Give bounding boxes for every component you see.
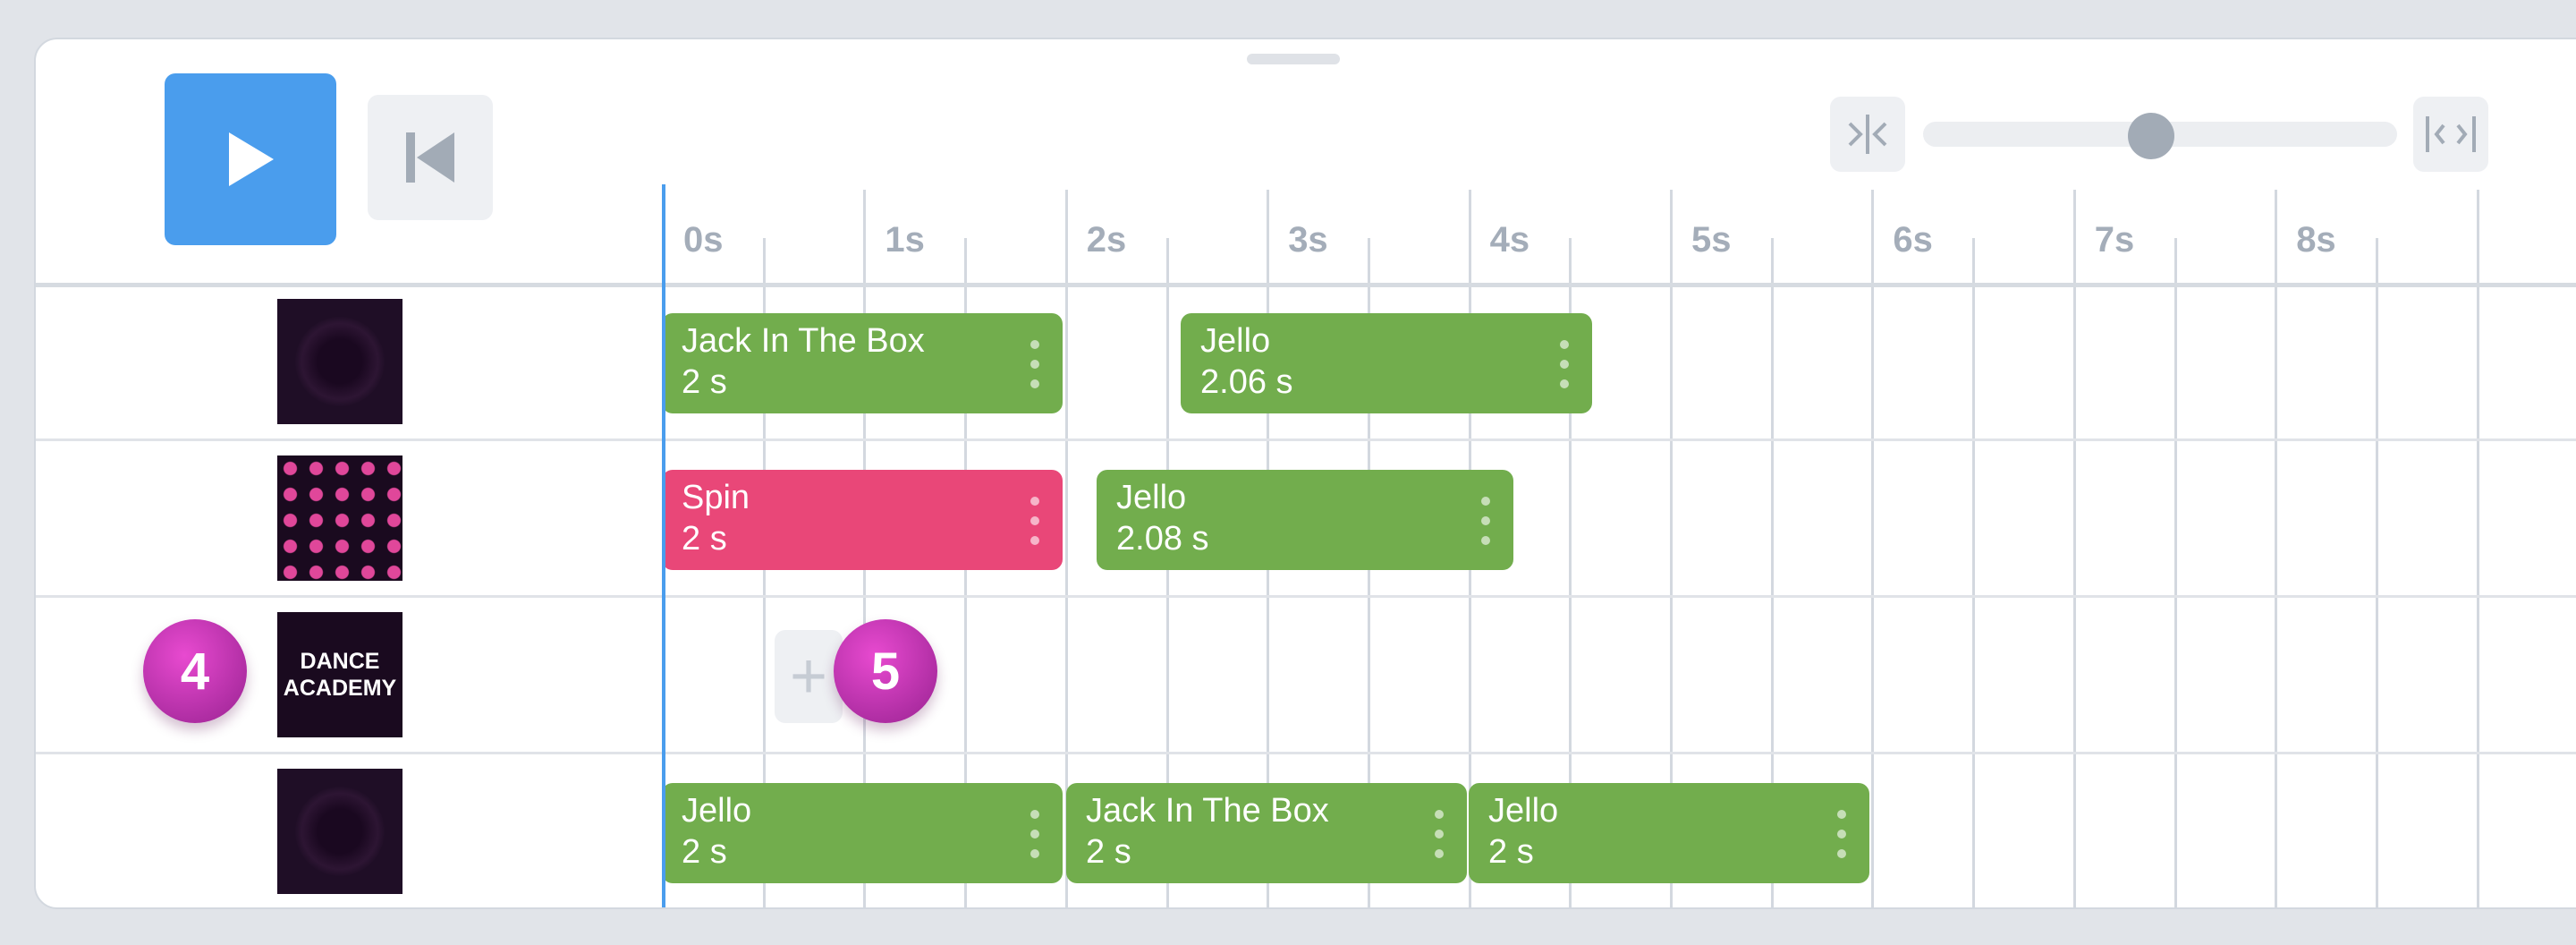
animation-clip[interactable]: Jello 2 s (662, 783, 1063, 883)
clip-name: Jello (1200, 322, 1271, 360)
ruler-major-tick (2476, 190, 2479, 907)
animation-clip[interactable]: Jack In The Box 2 s (1066, 783, 1467, 883)
clip-name: Jello (682, 792, 752, 830)
expand-horizontal-icon (2426, 116, 2476, 152)
ruler-minor-tick (964, 238, 968, 907)
ruler-major-tick (2072, 190, 2076, 907)
add-clip-button[interactable]: + (775, 630, 843, 723)
zoom-slider-thumb[interactable] (2128, 113, 2175, 159)
ruler-label: 7s (2094, 220, 2135, 260)
clip-menu-icon[interactable] (1435, 810, 1444, 858)
timeline-panel: 0s 1s 2s 3s 4s 5s 6s 7s 8s DANCE ACADEMY + 4 5 J… (34, 38, 2576, 909)
clip-menu-icon[interactable] (1481, 497, 1490, 545)
ruler-minor-tick (2174, 238, 2177, 907)
track-divider (36, 438, 2576, 441)
ruler-label: 0s (683, 220, 724, 260)
zoom-out-button[interactable] (2413, 97, 2488, 172)
collapse-horizontal-icon (1848, 115, 1887, 154)
avatar-ring-graphic (295, 787, 385, 876)
play-button[interactable] (165, 73, 336, 245)
clip-duration: 2.06 s (1200, 363, 1293, 401)
zoom-slider[interactable] (1923, 113, 2397, 159)
ruler-label: 5s (1691, 220, 1732, 260)
clip-duration: 2 s (682, 833, 727, 871)
clip-name: Jack In The Box (682, 322, 925, 360)
panel-drag-handle[interactable] (1247, 54, 1340, 64)
animation-clip[interactable]: Spin 2 s (662, 470, 1063, 570)
clip-name: Jello (1116, 479, 1187, 516)
ruler-label: 8s (2296, 220, 2336, 260)
ruler-label: 1s (885, 220, 925, 260)
clip-menu-icon[interactable] (1837, 810, 1846, 858)
ruler-minor-tick (1367, 238, 1370, 907)
clip-duration: 2 s (1086, 833, 1131, 871)
ruler-label: 6s (1893, 220, 1933, 260)
clip-menu-icon[interactable] (1030, 810, 1039, 858)
clip-menu-icon[interactable] (1030, 497, 1039, 545)
clip-name: Jello (1488, 792, 1559, 830)
track-avatar[interactable] (277, 299, 402, 424)
play-icon (229, 132, 274, 186)
ruler-minor-tick (1972, 238, 1976, 907)
ruler-label: 3s (1288, 220, 1328, 260)
animation-clip[interactable]: Jello 2.08 s (1097, 470, 1513, 570)
ruler-minor-tick (762, 238, 766, 907)
clip-duration: 2 s (682, 520, 727, 558)
animation-clip[interactable]: Jello 2 s (1469, 783, 1869, 883)
track-avatar[interactable] (277, 769, 402, 894)
clip-duration: 2 s (682, 363, 727, 401)
zoom-in-button[interactable] (1830, 97, 1905, 172)
skip-to-start-icon (406, 132, 454, 183)
track-divider (36, 595, 2576, 598)
track-avatar-dance-academy[interactable]: DANCE ACADEMY (277, 612, 402, 737)
track-divider (36, 752, 2576, 754)
animation-clip[interactable]: Jack In The Box 2 s (662, 313, 1063, 413)
avatar-text-line: ACADEMY (283, 676, 397, 701)
ruler-minor-tick (1770, 238, 1774, 907)
ruler-baseline (36, 283, 2576, 287)
skip-to-start-button[interactable] (368, 95, 493, 220)
avatar-text-line: DANCE (300, 649, 380, 674)
clip-name: Spin (682, 479, 750, 516)
step-badge: 5 (834, 619, 937, 723)
clip-menu-icon[interactable] (1030, 340, 1039, 388)
clip-name: Jack In The Box (1086, 792, 1329, 830)
step-badge: 4 (143, 619, 247, 723)
playhead[interactable] (662, 184, 665, 907)
clip-menu-icon[interactable] (1560, 340, 1569, 388)
ruler-major-tick (1064, 190, 1068, 907)
ruler-label: 2s (1086, 220, 1127, 260)
ruler-major-tick (1871, 190, 1875, 907)
ruler-major-tick (1670, 190, 1673, 907)
clip-duration: 2 s (1488, 833, 1534, 871)
clip-duration: 2.08 s (1116, 520, 1209, 558)
ruler-minor-tick (2375, 238, 2378, 907)
animation-clip[interactable]: Jello 2.06 s (1181, 313, 1592, 413)
avatar-ring-graphic (295, 317, 385, 406)
track-avatar[interactable] (277, 455, 402, 581)
ruler-major-tick (2275, 190, 2278, 907)
ruler-minor-tick (1165, 238, 1169, 907)
ruler-label: 4s (1489, 220, 1530, 260)
ruler-minor-tick (1569, 238, 1572, 907)
